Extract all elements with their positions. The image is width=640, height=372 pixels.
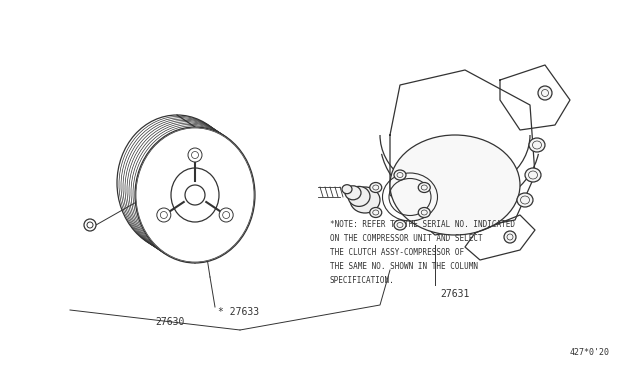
Ellipse shape [84,219,96,231]
Ellipse shape [504,231,516,243]
Ellipse shape [529,138,545,152]
Ellipse shape [342,185,352,194]
Ellipse shape [419,208,430,218]
Text: 27630: 27630 [155,317,184,327]
Ellipse shape [419,183,430,192]
Ellipse shape [517,193,533,207]
Ellipse shape [370,183,381,192]
Ellipse shape [538,86,552,100]
Ellipse shape [525,168,541,182]
Text: 427*0'20: 427*0'20 [570,348,610,357]
Ellipse shape [135,127,255,263]
Ellipse shape [171,168,219,222]
Ellipse shape [394,220,406,230]
Ellipse shape [394,170,406,180]
Text: 27631: 27631 [440,289,469,299]
Text: THE CLUTCH ASSY-COMPRESSOR OF: THE CLUTCH ASSY-COMPRESSOR OF [330,248,464,257]
Text: * 27633: * 27633 [218,307,259,317]
Ellipse shape [188,148,202,162]
Ellipse shape [157,208,171,222]
Text: THE SAME NO. SHOWN IN THE COLUMN: THE SAME NO. SHOWN IN THE COLUMN [330,262,478,271]
Ellipse shape [390,135,520,235]
Ellipse shape [350,187,380,213]
Ellipse shape [219,208,233,222]
Ellipse shape [370,208,381,218]
Text: *NOTE: REFER TO THE SERIAL NO. INDICATED: *NOTE: REFER TO THE SERIAL NO. INDICATED [330,220,515,229]
Ellipse shape [345,186,361,200]
Text: SPECIFICATION.: SPECIFICATION. [330,276,395,285]
Text: ON THE COMPRESSOR UNIT AND SELECT: ON THE COMPRESSOR UNIT AND SELECT [330,234,483,243]
Ellipse shape [348,186,370,206]
